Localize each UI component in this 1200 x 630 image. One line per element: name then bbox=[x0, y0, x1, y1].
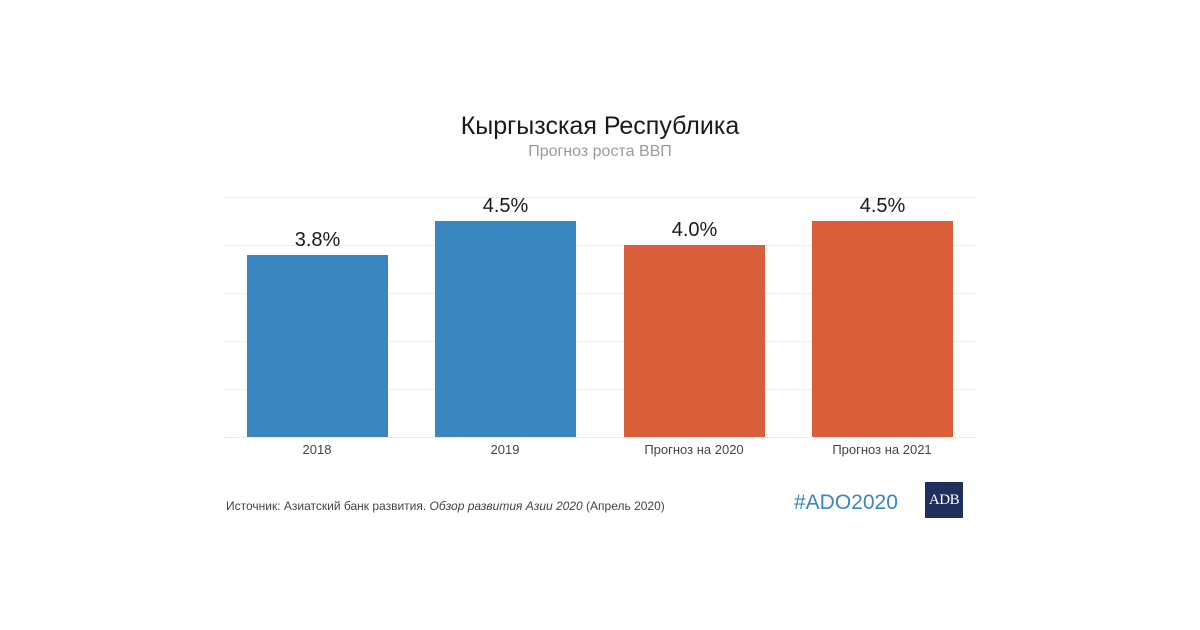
x-tick-label: Прогноз на 2020 bbox=[644, 442, 744, 457]
bar-value-label: 4.0% bbox=[671, 219, 718, 241]
bar-2019 bbox=[435, 221, 576, 437]
x-tick-label: 2018 bbox=[302, 442, 332, 457]
bar-value-label: 3.8% bbox=[294, 228, 341, 251]
adb-logo: ADB bbox=[925, 482, 963, 518]
chart-subtitle: Прогноз роста ВВП bbox=[528, 143, 672, 160]
plot-area: 3.8% 4.5% 4.0% 4.5% bbox=[224, 195, 976, 438]
x-axis-baseline bbox=[224, 437, 976, 438]
gridline bbox=[224, 341, 976, 342]
gridline bbox=[224, 197, 976, 198]
gridline bbox=[224, 293, 976, 294]
source-publication: Обзор развития Азии 2020 bbox=[429, 499, 583, 513]
x-tick-label: Прогноз на 2021 bbox=[832, 442, 932, 457]
chart-title: Кыргызская Республика bbox=[460, 112, 740, 140]
source-date: (Апрель 2020) bbox=[582, 499, 665, 513]
gridline bbox=[224, 389, 976, 390]
bar-value-label: 4.5% bbox=[482, 195, 529, 217]
bar-forecast-2021 bbox=[812, 221, 953, 437]
source-prefix: Источник: Азиатский банк развития. bbox=[226, 499, 430, 513]
bar-forecast-2020 bbox=[624, 245, 765, 437]
bar-2018 bbox=[247, 254, 388, 437]
gridline bbox=[224, 245, 976, 246]
hashtag-link[interactable]: #ADO2020 bbox=[794, 491, 898, 514]
source-note: Источник: Азиатский банк развития. Обзор… bbox=[226, 499, 665, 513]
x-tick-label: 2019 bbox=[490, 442, 520, 457]
bar-value-label: 4.5% bbox=[859, 195, 906, 217]
